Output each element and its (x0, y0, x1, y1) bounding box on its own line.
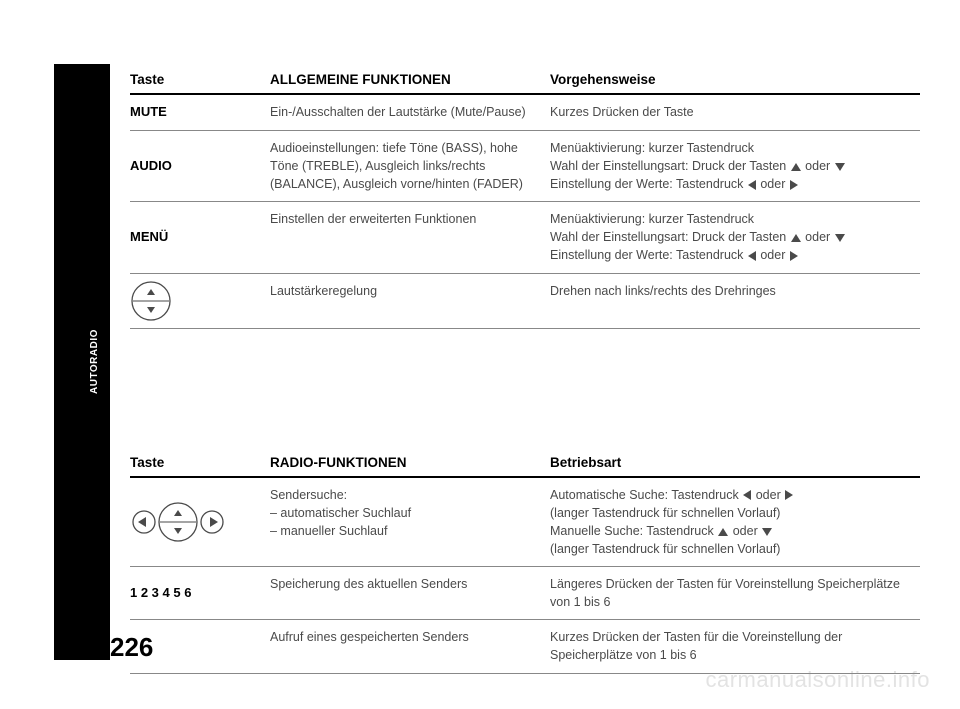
col-header-func: RADIO-FUNKTIONEN (270, 449, 550, 477)
cell-mode: Längeres Drücken der Tasten für Voreinst… (550, 567, 920, 620)
table-header-row: Taste ALLGEMEINE FUNKTIONEN Vorgehenswei… (130, 66, 920, 94)
cell-key: 1 2 3 4 5 6 (130, 567, 270, 620)
col-header-mode: Betriebsart (550, 449, 920, 477)
cell-function: Einstellen der erweiterten Funktionen (270, 202, 550, 273)
cell-key (130, 273, 270, 328)
col-header-func: ALLGEMEINE FUNKTIONEN (270, 66, 550, 94)
table-row: 1 2 3 4 5 6Speicherung des aktuellen Sen… (130, 567, 920, 620)
triangle-down-icon (762, 528, 772, 536)
cell-key: AUDIO (130, 130, 270, 201)
cell-mode: Menüaktivierung: kurzer TastendruckWahl … (550, 130, 920, 201)
table-row: LautstärkeregelungDrehen nach links/rech… (130, 273, 920, 328)
page-content: Taste ALLGEMEINE FUNKTIONEN Vorgehenswei… (130, 66, 920, 674)
triangle-up-icon (791, 163, 801, 171)
table-row: MUTEEin-/Ausschalten der Lautstärke (Mut… (130, 94, 920, 130)
triangle-right-icon (785, 490, 793, 500)
triangle-down-icon (835, 163, 845, 171)
table-header-row: Taste RADIO-FUNKTIONEN Betriebsart (130, 449, 920, 477)
table-radio-functions: Taste RADIO-FUNKTIONEN Betriebsart Sende… (130, 449, 920, 674)
table-general-functions: Taste ALLGEMEINE FUNKTIONEN Vorgehenswei… (130, 66, 920, 329)
cell-mode: Kurzes Drücken der Tasten für die Vorein… (550, 620, 920, 673)
triangle-left-icon (748, 180, 756, 190)
cell-mode: Automatische Suche: Tastendruck oder (la… (550, 477, 920, 567)
cell-key: MENÜ (130, 202, 270, 273)
cell-function: Lautstärkeregelung (270, 273, 550, 328)
triangle-left-icon (748, 251, 756, 261)
cell-key: MUTE (130, 94, 270, 130)
cell-function: Ein-/Ausschalten der Lautstärke (Mute/Pa… (270, 94, 550, 130)
cell-function: Audioeinstellungen: tiefe Töne (BASS), h… (270, 130, 550, 201)
triangle-right-icon (790, 180, 798, 190)
cell-function: Sendersuche:– automatischer Suchlauf– ma… (270, 477, 550, 567)
triangle-up-icon (718, 528, 728, 536)
cell-mode: Menüaktivierung: kurzer TastendruckWahl … (550, 202, 920, 273)
cell-key (130, 620, 270, 673)
triangle-left-icon (743, 490, 751, 500)
cell-mode: Drehen nach links/rechts des Drehringes (550, 273, 920, 328)
cell-mode: Kurzes Drücken der Taste (550, 94, 920, 130)
table-row: Sendersuche:– automatischer Suchlauf– ma… (130, 477, 920, 567)
knob-all-icon (130, 500, 226, 544)
triangle-down-icon (835, 234, 845, 242)
table-row: MENÜEinstellen der erweiterten Funktione… (130, 202, 920, 273)
table-row: AUDIOAudioeinstellungen: tiefe Töne (BAS… (130, 130, 920, 201)
cell-function: Speicherung des aktuellen Senders (270, 567, 550, 620)
cell-key (130, 477, 270, 567)
side-tab: AUTORADIO (54, 64, 110, 660)
knob-updown-icon (130, 280, 172, 322)
col-header-mode: Vorgehensweise (550, 66, 920, 94)
table-row: Aufruf eines gespeicherten SendersKurzes… (130, 620, 920, 673)
triangle-up-icon (791, 234, 801, 242)
side-tab-label: AUTORADIO (89, 329, 100, 394)
triangle-right-icon (790, 251, 798, 261)
col-header-taste: Taste (130, 66, 270, 94)
cell-function: Aufruf eines gespeicherten Senders (270, 620, 550, 673)
col-header-taste: Taste (130, 449, 270, 477)
